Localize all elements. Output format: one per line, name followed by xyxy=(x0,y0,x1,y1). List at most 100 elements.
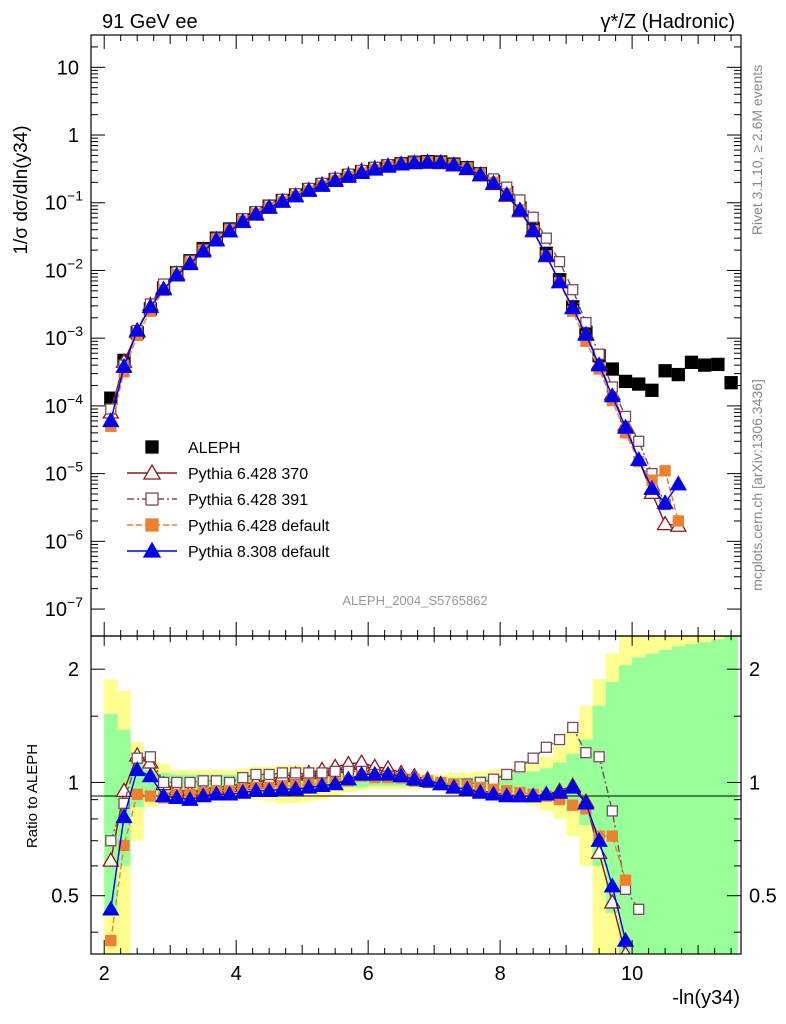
ratio-plot-series xyxy=(102,721,645,954)
ratio-point xyxy=(619,874,632,886)
data-point xyxy=(524,221,542,237)
data-point xyxy=(616,418,635,434)
data-point xyxy=(339,167,358,183)
ratio-point xyxy=(141,767,160,783)
ratio-point xyxy=(181,790,199,806)
data-point xyxy=(458,160,476,175)
ratio-point xyxy=(313,777,331,792)
legend-entry-aleph: ALEPH xyxy=(145,440,240,457)
ratio-point xyxy=(102,851,120,867)
ratio-point xyxy=(276,767,289,779)
ratio-point xyxy=(286,780,305,796)
data-point xyxy=(618,374,633,389)
data-point xyxy=(698,358,712,372)
data-point xyxy=(379,157,397,173)
ratio-point xyxy=(105,835,117,847)
ratio-point xyxy=(144,751,157,763)
ratio-point xyxy=(577,794,595,810)
data-point xyxy=(553,255,566,268)
ratio-point xyxy=(606,805,618,817)
ratio-point xyxy=(102,900,120,916)
ratio-point xyxy=(194,787,212,803)
rivet-version-label: Rivet 3.1.10, ≥ 2.6M events xyxy=(749,65,765,235)
data-point xyxy=(656,515,674,531)
y-tick-label: 10−3 xyxy=(45,323,83,350)
ratio-band-yellow xyxy=(104,636,738,954)
data-point xyxy=(659,465,671,477)
data-point xyxy=(141,298,160,314)
ratio-point xyxy=(553,733,566,746)
ratio-point xyxy=(171,776,183,789)
ratio-point xyxy=(118,839,130,852)
ratio-point xyxy=(603,877,621,893)
ratio-point xyxy=(550,783,569,799)
legend-entry-pythia-6-428-391: Pythia 6.428 391 xyxy=(127,492,308,509)
data-point xyxy=(313,176,331,192)
data-point xyxy=(711,357,725,372)
data-point xyxy=(498,186,516,202)
data-point xyxy=(418,153,437,169)
data-point xyxy=(102,412,120,428)
ratio-point xyxy=(619,883,632,895)
legend-entry-pythia-8-308-default: Pythia 8.308 default xyxy=(127,541,330,561)
ratio-point xyxy=(207,785,226,801)
data-point xyxy=(605,362,619,376)
data-point xyxy=(405,154,424,170)
data-point xyxy=(366,160,384,176)
data-point xyxy=(300,181,318,197)
x-tick-label: 10 xyxy=(621,963,643,985)
ratio-point xyxy=(210,775,223,787)
data-point xyxy=(632,377,646,391)
ratio-point xyxy=(527,752,539,764)
y-tick-label: 10−5 xyxy=(45,459,83,486)
data-point xyxy=(630,451,648,467)
ratio-point xyxy=(300,778,318,794)
legend-marker xyxy=(145,440,159,454)
data-point xyxy=(181,255,199,271)
data-point xyxy=(511,201,529,217)
data-point xyxy=(392,155,410,171)
data-point xyxy=(220,222,239,238)
y-tick-label: 10−6 xyxy=(45,526,83,553)
x-tick-label: 2 xyxy=(99,963,110,985)
data-point xyxy=(540,232,552,244)
legend-marker xyxy=(145,518,159,532)
ratio-point xyxy=(105,934,117,947)
legend-marker xyxy=(142,463,162,480)
ratio-point xyxy=(487,773,500,785)
ratio-series-pythia-8-308-default xyxy=(102,761,635,947)
legend-label: Pythia 6.428 default xyxy=(188,518,330,535)
ratio-point xyxy=(567,799,579,811)
ratio-point xyxy=(366,765,384,781)
data-point xyxy=(286,187,305,203)
ratio-point xyxy=(237,771,249,784)
data-point xyxy=(603,387,621,403)
legend-label: ALEPH xyxy=(188,440,240,457)
data-point xyxy=(128,321,146,337)
ratio-point xyxy=(620,945,631,954)
series-pythia-8-308-default xyxy=(102,153,687,510)
ratio-y-tick-label: 0.5 xyxy=(749,886,777,908)
ratio-point xyxy=(445,778,463,794)
data-point xyxy=(260,198,278,214)
ratio-y-tick-label: 2 xyxy=(749,659,760,681)
ratio-point xyxy=(154,787,173,803)
axis-ticks: 2 4 6 8 10 10 1 10−1 10−2 10−3 10−4 10−5 10−6 10−7 0.5… xyxy=(45,35,777,985)
ratio-point xyxy=(593,751,605,763)
data-point xyxy=(645,383,659,397)
data-point xyxy=(273,192,292,208)
ratio-point xyxy=(590,832,608,847)
data-point xyxy=(658,364,672,378)
header-right-label: γ*/Z (Hadronic) xyxy=(601,11,735,33)
ratio-band-green xyxy=(104,636,738,954)
data-point xyxy=(247,205,265,221)
y-tick-label: 10−4 xyxy=(45,391,83,418)
ratio-point xyxy=(128,761,146,777)
data-point xyxy=(550,273,569,289)
y-tick-label: 10−1 xyxy=(45,188,83,215)
ratio-plot-frame xyxy=(90,635,742,955)
y-tick-label: 1 xyxy=(68,125,79,147)
legend-label: Pythia 6.428 391 xyxy=(188,492,308,509)
ratio-point xyxy=(352,765,371,781)
